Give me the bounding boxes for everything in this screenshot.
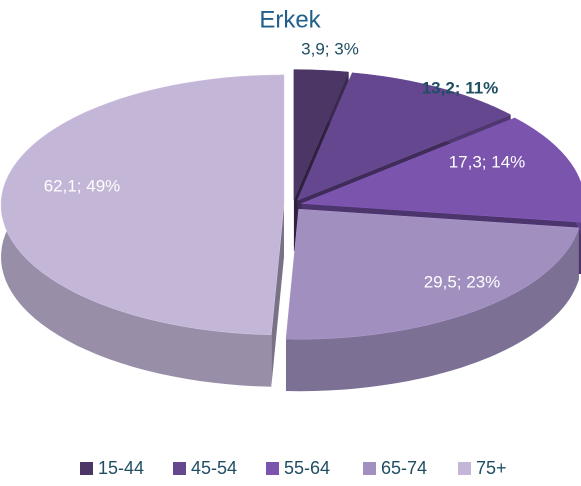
slice — [0, 74, 285, 335]
data-label: 62,1; 49% — [44, 176, 121, 195]
legend-label: 75+ — [476, 458, 507, 478]
chart-title: Erkek — [259, 6, 321, 33]
slice-face — [271, 204, 284, 387]
data-label: 13,2; 11% — [422, 78, 499, 97]
data-label: 3,9; 3% — [301, 39, 359, 58]
legend-swatch — [173, 462, 186, 475]
data-label: 29,5; 23% — [424, 272, 501, 291]
slice — [297, 72, 512, 201]
legend-swatch — [458, 462, 471, 475]
legend-swatch — [80, 462, 93, 475]
data-label: 17,3; 14% — [449, 152, 526, 171]
legend-swatch — [363, 462, 376, 475]
legend-label: 55-64 — [284, 458, 330, 478]
legend-swatch — [266, 462, 279, 475]
slice — [293, 69, 349, 200]
pie-tops — [0, 69, 581, 340]
legend-label: 45-54 — [191, 458, 237, 478]
slice — [285, 208, 580, 340]
legend-label: 15-44 — [98, 458, 144, 478]
legend-label: 65-74 — [381, 458, 427, 478]
slice-wall — [286, 227, 579, 392]
slice — [301, 117, 581, 223]
